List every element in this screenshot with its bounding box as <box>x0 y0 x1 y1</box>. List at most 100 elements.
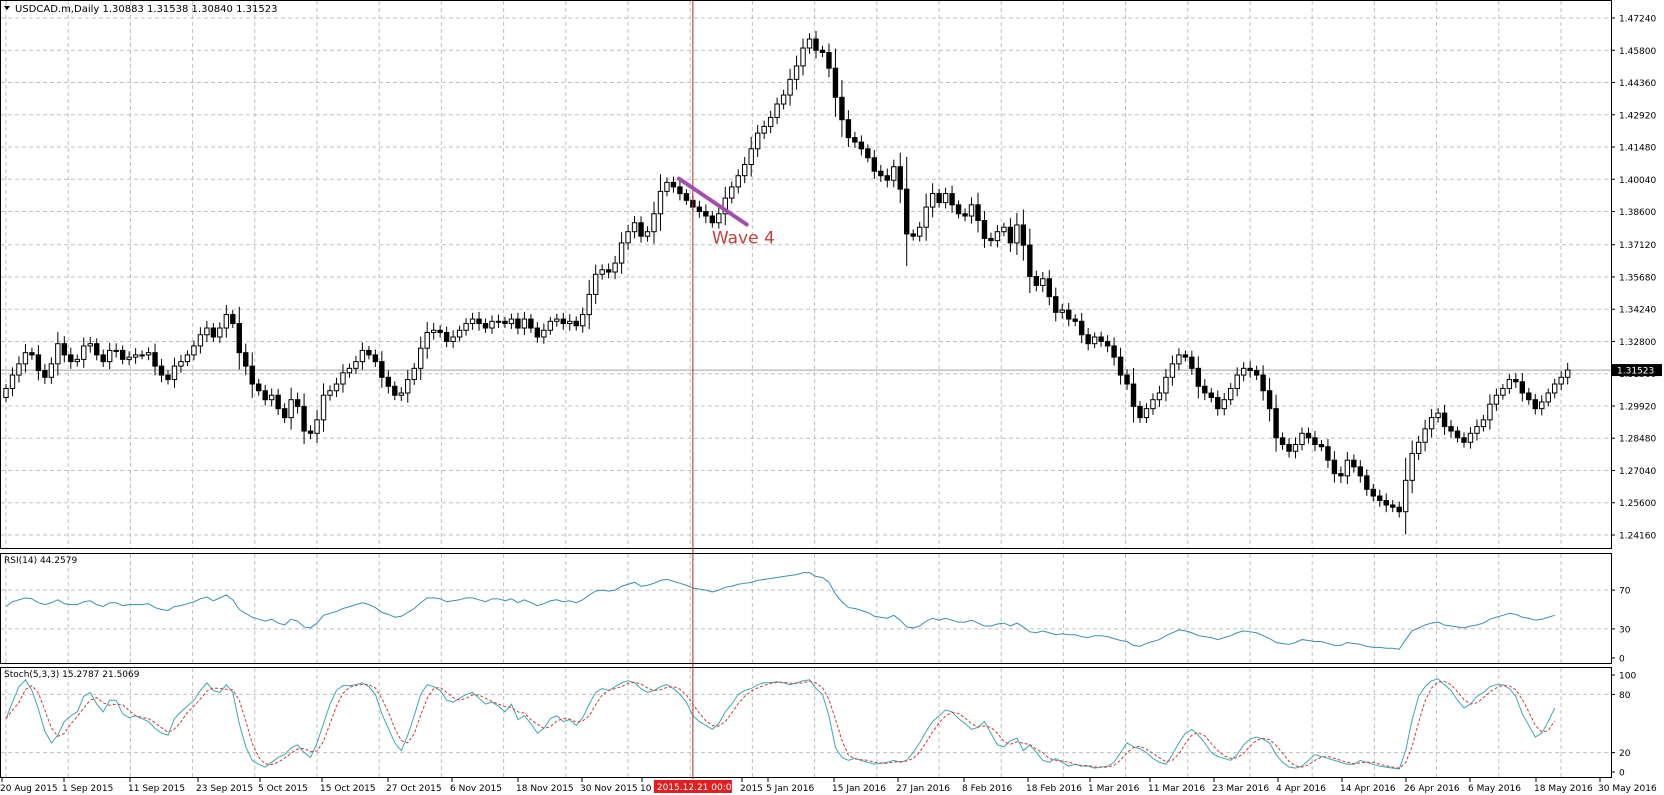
bear-candle <box>1461 437 1467 443</box>
last-price-label: 1.31523 <box>1617 367 1654 377</box>
bear-candle <box>1448 426 1454 432</box>
bear-candle <box>560 318 566 325</box>
bear-candle <box>677 186 683 195</box>
bear-candle <box>1124 374 1130 385</box>
price-tick-label: 1.28480 <box>1619 435 1656 445</box>
bear-candle <box>385 376 392 387</box>
rsi-indicator <box>5 572 1555 650</box>
bull-candle <box>106 349 113 363</box>
bear-candle <box>281 408 288 419</box>
bear-candle <box>1454 430 1461 439</box>
bear-candle <box>1208 392 1214 398</box>
bull-candle <box>418 347 424 369</box>
bull-candle <box>340 372 346 385</box>
bear-candle <box>1312 437 1318 446</box>
rsi-tick-label: 70 <box>1619 587 1631 597</box>
bull-candle <box>204 327 210 336</box>
bear-candle <box>703 211 709 217</box>
bear-candle <box>236 323 242 354</box>
bull-candle <box>288 399 294 419</box>
bear-candle <box>528 318 534 329</box>
bear-candle <box>379 361 385 378</box>
bear-candle <box>1182 354 1189 358</box>
bear-candle <box>210 327 217 338</box>
bull-candle <box>1493 394 1500 405</box>
bull-candle <box>171 365 178 381</box>
bear-candle <box>1066 309 1072 320</box>
bear-candle <box>605 269 612 273</box>
bull-candle <box>145 352 152 356</box>
bull-candle <box>1344 459 1351 477</box>
rsi-tick-label: 0 <box>1619 655 1625 665</box>
bear-candle <box>152 352 158 367</box>
bear-candle <box>683 193 690 201</box>
bear-candle <box>119 349 126 360</box>
bear-candle <box>1266 390 1273 410</box>
x-tick-label: 18 May 2016 <box>1534 784 1593 794</box>
price-panel-frame <box>0 0 1612 549</box>
bear-candle <box>1532 399 1538 410</box>
bear-candle <box>839 96 845 121</box>
price-tick-label: 1.37120 <box>1619 241 1656 251</box>
x-tick-label: 10 D <box>640 784 661 794</box>
x-tick-label: 5 Jan 2016 <box>766 784 814 794</box>
bear-candle <box>230 314 236 325</box>
bull-candle <box>353 361 359 369</box>
price-tick-label: 1.47240 <box>1619 15 1656 25</box>
bull-candle <box>767 116 774 127</box>
bear-candle <box>1383 500 1389 506</box>
stochastic-indicator <box>5 678 1556 770</box>
x-tick-label: 15 Oct 2015 <box>320 784 376 794</box>
stoch-tick-label: 0 <box>1619 769 1625 779</box>
bear-candle <box>100 354 106 363</box>
bull-candle <box>994 231 1001 242</box>
bull-candle <box>1143 408 1150 419</box>
bull-candle <box>139 354 145 357</box>
bear-candle <box>696 206 703 213</box>
bear-candle <box>366 349 372 356</box>
symbol-menu-arrow-icon[interactable] <box>4 6 10 10</box>
bull-candle <box>1435 412 1441 419</box>
bear-candle <box>1053 296 1059 313</box>
bull-candle <box>580 314 586 327</box>
bull-candle <box>1506 379 1513 390</box>
bear-candle <box>68 354 74 363</box>
bull-candle <box>327 390 333 396</box>
wave-4-trendline <box>676 176 749 227</box>
bear-candle <box>845 119 852 139</box>
bull-candle <box>586 293 592 316</box>
bear-candle <box>709 215 716 224</box>
rsi-panel-frame <box>0 553 1612 664</box>
bear-candle <box>392 385 398 396</box>
bear-candle <box>1033 276 1040 286</box>
bull-candle <box>541 329 547 338</box>
bull-candle <box>405 379 411 394</box>
bear-candle <box>955 204 962 215</box>
bull-candle <box>631 222 638 233</box>
annotations: 2015.12.21 00:00 Wave 4 <box>653 1 775 793</box>
bull-candle <box>1428 417 1435 430</box>
bear-candle <box>1286 444 1292 452</box>
price-tick-label: 1.45800 <box>1619 47 1656 57</box>
bull-candle <box>754 132 761 150</box>
bull-candle <box>891 166 897 181</box>
bear-candle <box>988 237 994 242</box>
bull-candle <box>55 343 61 365</box>
bull-candle <box>592 273 599 295</box>
bull-candle <box>1558 376 1564 385</box>
bull-candle <box>923 206 929 228</box>
bear-candle <box>249 365 255 385</box>
bull-candle <box>1500 388 1506 396</box>
bull-candle <box>495 320 502 323</box>
bull-candle <box>657 190 664 215</box>
bull-candle <box>126 356 132 360</box>
bull-candle <box>1234 374 1240 390</box>
bull-candle <box>424 332 430 349</box>
stoch-tick-label: 80 <box>1619 691 1631 701</box>
bear-candle <box>832 67 839 98</box>
bull-candle <box>217 327 223 338</box>
bull-candle <box>1402 479 1409 513</box>
bull-candle <box>1292 444 1299 452</box>
bull-candle <box>1176 354 1182 365</box>
